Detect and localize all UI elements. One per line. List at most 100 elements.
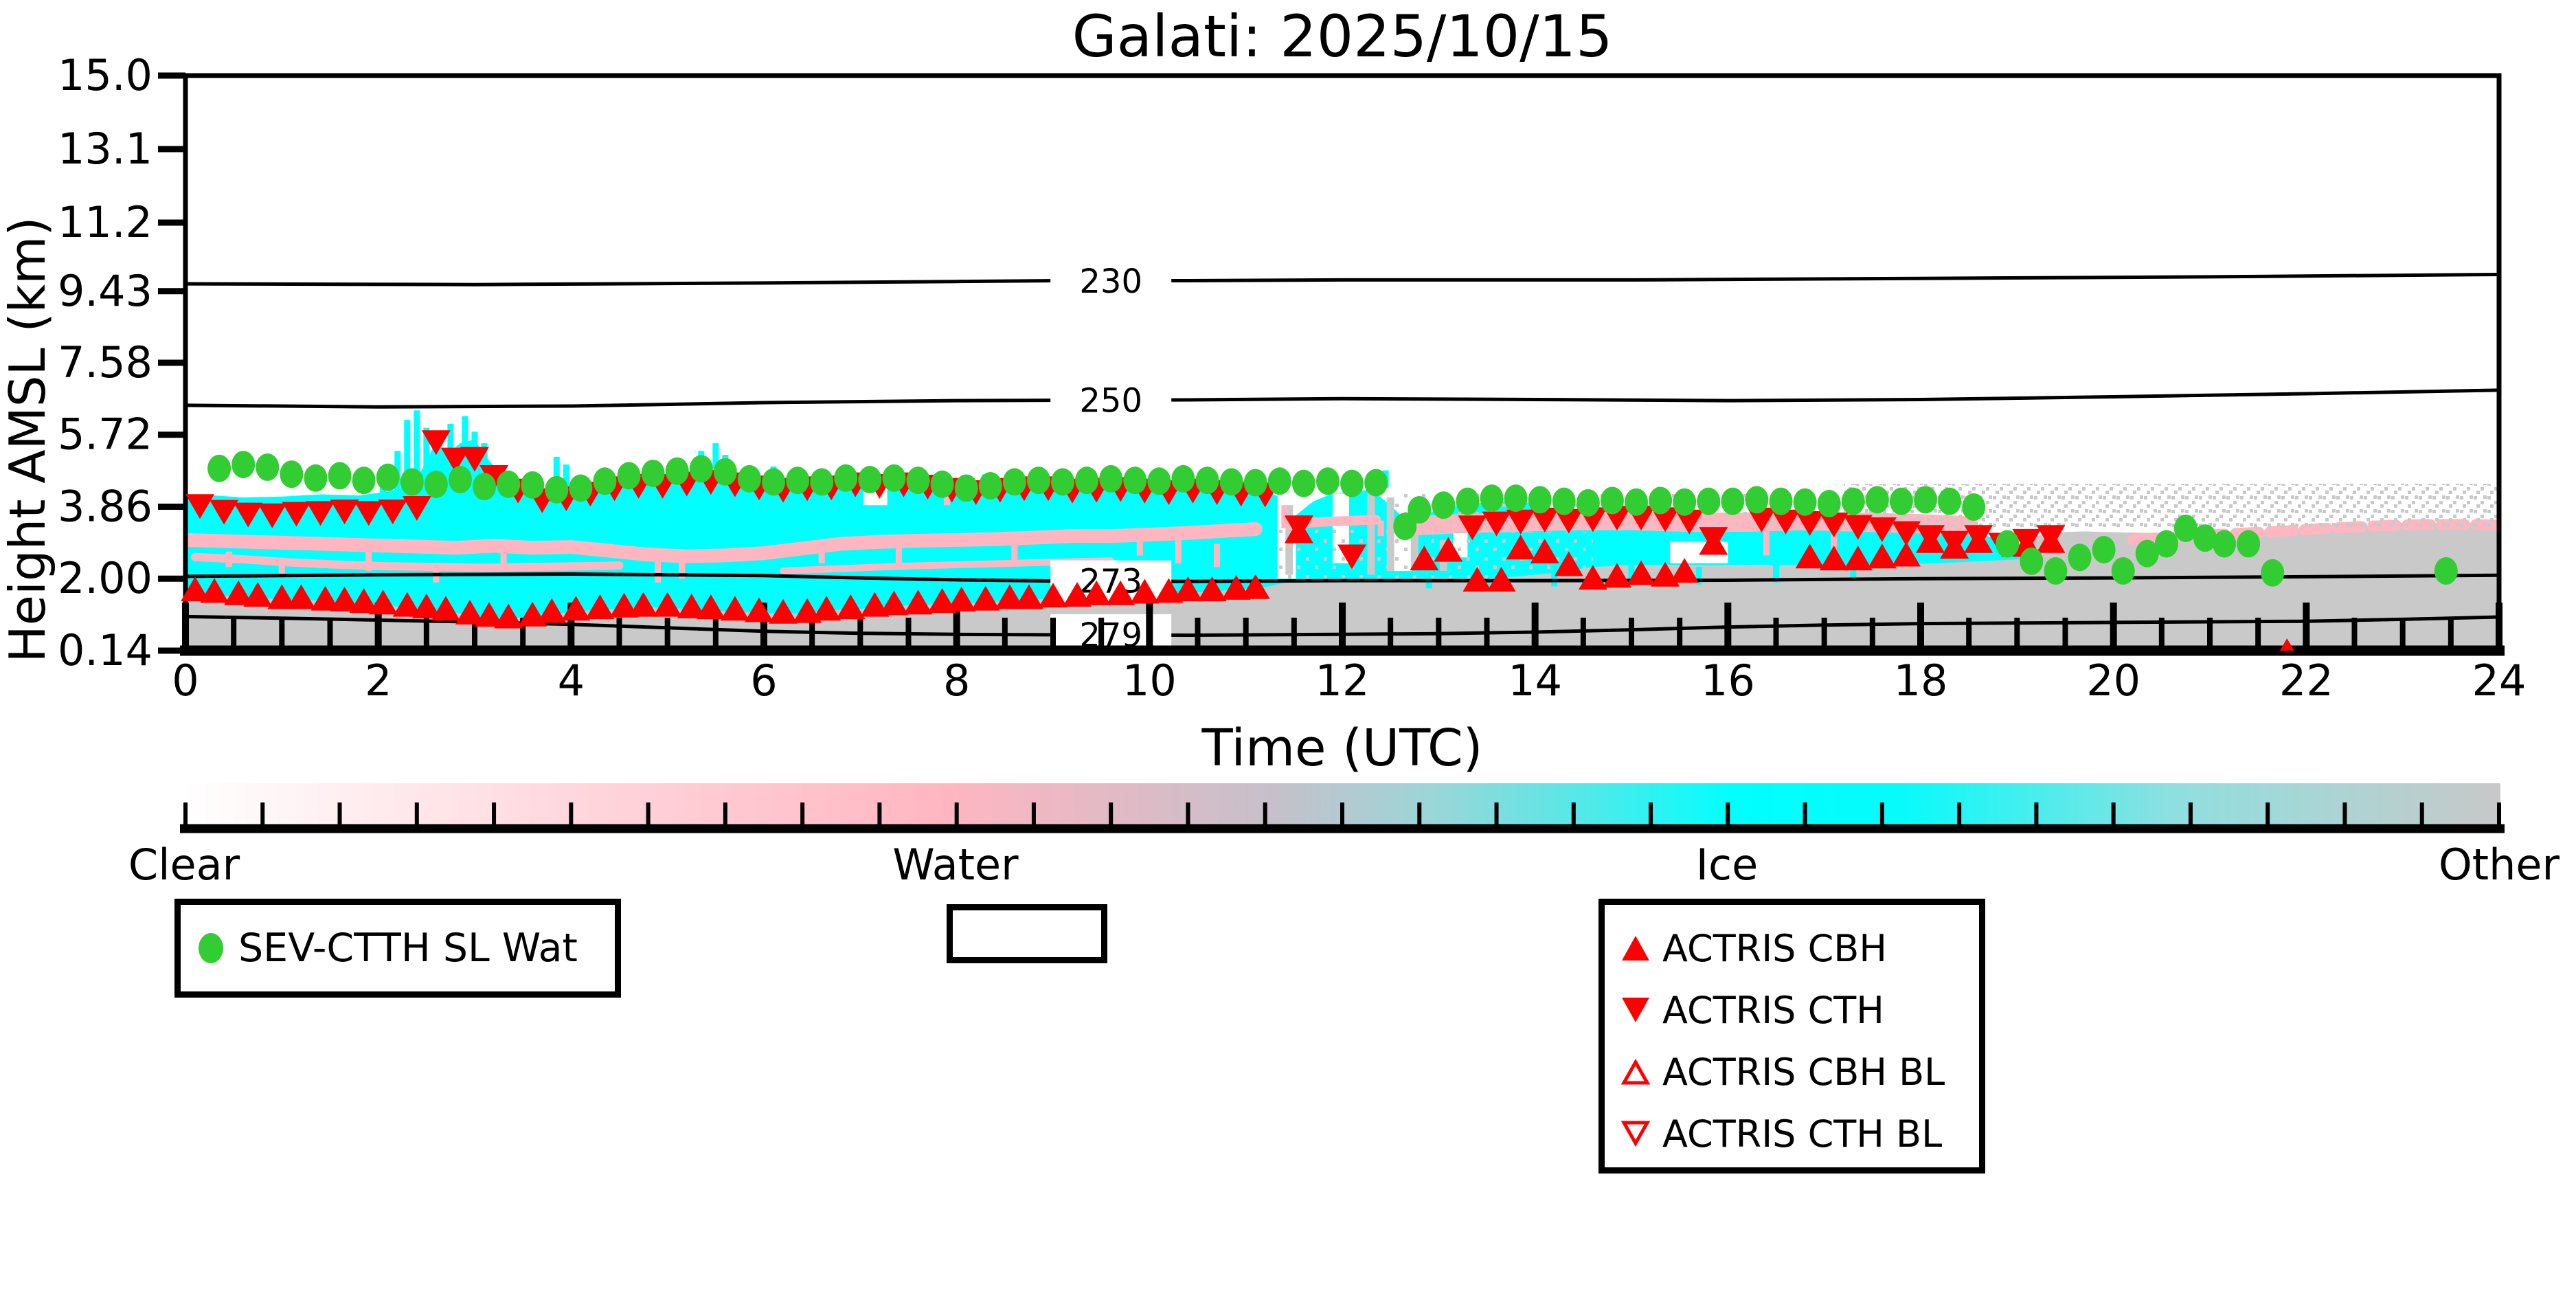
point-actris-cbh xyxy=(995,584,1024,609)
point-actris-cth xyxy=(460,447,489,472)
point-sev-ctth xyxy=(786,467,810,495)
point-sev-ctth xyxy=(545,475,569,504)
legend-row-cbh-bl: ACTRIS CBH BL xyxy=(1620,1041,1979,1103)
point-sev-ctth xyxy=(569,474,593,502)
point-sev-ctth xyxy=(1123,467,1147,495)
point-actris-cth xyxy=(1747,507,1776,532)
point-actris-cbh xyxy=(2279,638,2294,651)
point-actris-cbh xyxy=(653,592,682,617)
point-actris-cbh xyxy=(879,590,909,616)
point-actris-cbh xyxy=(494,603,523,629)
point-actris-cbh xyxy=(349,588,379,614)
point-actris-cbh xyxy=(1867,543,1897,569)
point-sev-ctth xyxy=(1051,468,1075,496)
point-sev-ctth xyxy=(1996,530,2020,558)
point-sev-ctth xyxy=(1480,484,1504,513)
point-actris-cbh xyxy=(368,590,398,615)
point-actris-cbh xyxy=(1670,558,1699,583)
x-tick-label: 20 xyxy=(2086,655,2140,706)
point-sev-ctth xyxy=(2068,543,2092,572)
contour-250 xyxy=(185,388,2499,409)
point-sev-ctth xyxy=(2135,539,2159,568)
point-sev-ctth xyxy=(2173,515,2197,543)
red-open-triangle-down-icon xyxy=(1620,1121,1651,1147)
point-sev-ctth xyxy=(2092,535,2116,563)
point-actris-cbh xyxy=(860,592,890,617)
point-actris-cth xyxy=(1819,513,1849,538)
point-sev-ctth xyxy=(448,466,472,494)
point-actris-cth xyxy=(479,464,509,490)
point-sev-ctth xyxy=(497,470,521,498)
point-actris-cbh xyxy=(1462,567,1492,592)
point-sev-ctth xyxy=(1364,469,1388,497)
point-actris-cbh xyxy=(971,585,1000,611)
point-sev-ctth xyxy=(906,467,930,495)
point-sev-ctth xyxy=(978,472,1002,500)
legend-sev-ctth: SEV-CTTH SL Wat xyxy=(174,899,621,998)
point-actris-cth xyxy=(1530,507,1559,532)
point-actris-cbh xyxy=(1891,541,1921,567)
point-actris-cth xyxy=(234,502,263,528)
point-sev-ctth xyxy=(1195,467,1219,495)
point-actris-cbh xyxy=(267,584,297,609)
point-sev-ctth xyxy=(641,460,665,488)
point-sev-ctth xyxy=(1243,469,1267,497)
point-actris-cbh xyxy=(1434,537,1463,562)
x-axis-label: Time (UTC) xyxy=(1201,719,1483,778)
point-actris-cbh xyxy=(475,602,504,627)
point-sev-ctth xyxy=(1769,487,1793,515)
point-sev-ctth xyxy=(1793,488,1817,516)
axes: 0 2 4 6 8 10 12 14 16 18 20 22 2415.013.111.29.437.5… xyxy=(58,50,2526,706)
point-actris-cbh xyxy=(1106,580,1136,605)
point-actris-cth xyxy=(210,499,239,525)
point-sev-ctth xyxy=(1219,468,1243,496)
y-tick-label: 9.43 xyxy=(58,266,152,316)
point-sev-ctth xyxy=(328,462,352,490)
point-sev-ctth xyxy=(280,460,304,489)
water-streak xyxy=(191,552,624,572)
point-actris-cbh xyxy=(1082,580,1111,605)
point-sev-ctth xyxy=(2111,557,2135,585)
series-actris-cbh xyxy=(181,518,2294,651)
point-sev-ctth xyxy=(1576,489,1600,517)
point-actris-cbh xyxy=(1130,579,1160,604)
point-actris-cbh xyxy=(392,592,422,617)
red-triangle-up-icon xyxy=(1622,936,1649,961)
point-sev-ctth xyxy=(1267,467,1291,495)
point-actris-cbh xyxy=(677,593,706,618)
x-tick-label: 16 xyxy=(1701,655,1755,706)
point-sev-ctth xyxy=(231,451,256,479)
x-tick-label: 2 xyxy=(365,655,392,706)
x-tick-label: 6 xyxy=(750,655,777,706)
y-tick-label: 13.1 xyxy=(58,124,152,174)
point-sev-ctth xyxy=(424,470,448,498)
point-actris-cbh xyxy=(1241,574,1270,599)
point-sev-ctth xyxy=(1889,487,1913,515)
point-actris-cth xyxy=(185,494,215,519)
point-sev-ctth xyxy=(376,463,400,491)
point-sev-ctth xyxy=(858,466,882,494)
point-actris-cbh xyxy=(720,596,749,621)
y-axis-label: Height AMSL (km) xyxy=(0,216,56,663)
point-sev-ctth xyxy=(1147,467,1171,495)
colorbar-label-water: Water xyxy=(892,840,1019,890)
contour-label-230: 230 xyxy=(1079,262,1142,301)
point-sev-ctth xyxy=(1456,487,1480,515)
point-sev-ctth xyxy=(1962,493,1986,521)
point-sev-ctth xyxy=(1817,489,1841,517)
legend-row-cth: ACTRIS CTH xyxy=(1620,979,1979,1041)
point-actris-cbh xyxy=(200,578,229,603)
contour-label-250: 250 xyxy=(1079,382,1142,420)
y-tick-label: 2.00 xyxy=(58,553,152,603)
water-streak xyxy=(185,522,1263,563)
point-actris-cbh xyxy=(561,596,591,621)
point-actris-cbh xyxy=(1487,567,1516,592)
legend-row-cth-bl: ACTRIS CTH BL xyxy=(1620,1103,1979,1165)
point-actris-cbh xyxy=(1964,528,1993,553)
point-sev-ctth xyxy=(1528,486,1552,514)
point-actris-cth xyxy=(1843,515,1873,540)
point-actris-cth xyxy=(1458,515,1487,541)
point-sev-ctth xyxy=(593,467,617,495)
point-sev-ctth xyxy=(400,468,424,496)
